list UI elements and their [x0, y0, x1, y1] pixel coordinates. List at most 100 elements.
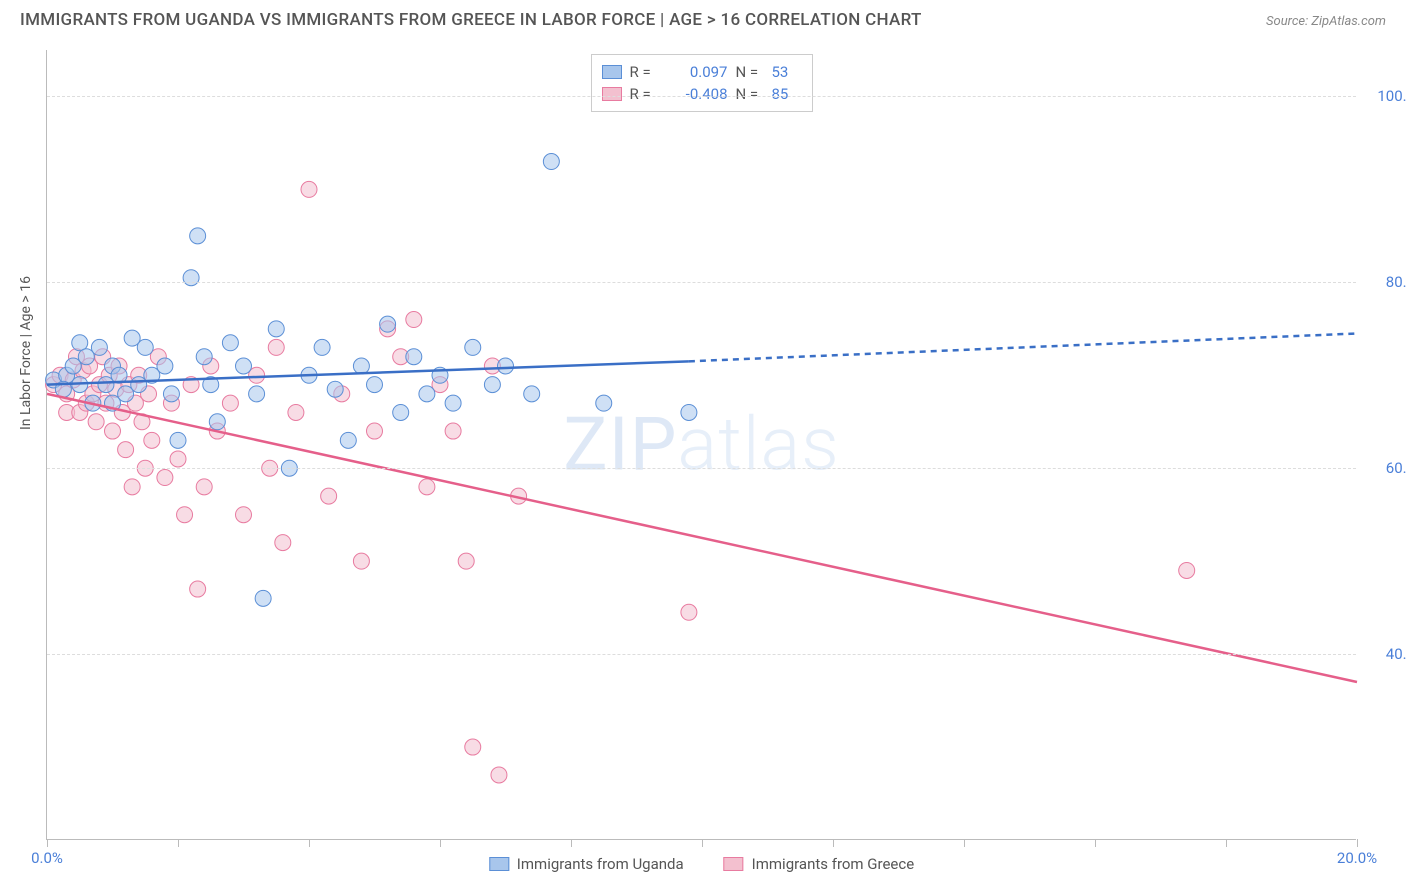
- chart-title: IMMIGRANTS FROM UGANDA VS IMMIGRANTS FRO…: [20, 10, 922, 30]
- data-point: [157, 358, 173, 374]
- n-label: N =: [736, 61, 764, 83]
- x-tick: [571, 839, 572, 847]
- data-point: [327, 381, 343, 397]
- trend-line: [47, 394, 1357, 682]
- x-tick: [440, 839, 441, 847]
- data-point: [1179, 562, 1195, 578]
- data-point: [177, 507, 193, 523]
- data-point: [209, 414, 225, 430]
- chart-svg: [47, 50, 1356, 839]
- data-point: [275, 535, 291, 551]
- data-point: [491, 767, 507, 783]
- data-point: [88, 414, 104, 430]
- data-point: [484, 377, 500, 393]
- data-point: [406, 312, 422, 328]
- chart-plot-area: ZIPatlas R = 0.097 N = 53 R = -0.408 N =…: [46, 50, 1356, 840]
- legend-label-greece: Immigrants from Greece: [752, 855, 915, 873]
- data-point: [321, 488, 337, 504]
- data-point: [163, 386, 179, 402]
- data-point: [465, 339, 481, 355]
- data-point: [124, 479, 140, 495]
- y-tick-label: 40.0%: [1362, 645, 1406, 663]
- data-point: [222, 335, 238, 351]
- data-point: [196, 479, 212, 495]
- data-point: [236, 507, 252, 523]
- data-point: [301, 181, 317, 197]
- data-point: [268, 339, 284, 355]
- trend-line: [689, 333, 1357, 361]
- correlation-legend: R = 0.097 N = 53 R = -0.408 N = 85: [591, 54, 813, 112]
- data-point: [367, 377, 383, 393]
- data-point: [288, 404, 304, 420]
- data-point: [445, 423, 461, 439]
- data-point: [170, 432, 186, 448]
- data-point: [196, 349, 212, 365]
- legend-label-uganda: Immigrants from Uganda: [517, 855, 684, 873]
- x-tick: [309, 839, 310, 847]
- y-axis-label: In Labor Force | Age > 16: [18, 276, 34, 430]
- data-point: [406, 349, 422, 365]
- data-point: [543, 154, 559, 170]
- data-point: [190, 581, 206, 597]
- data-point: [170, 451, 186, 467]
- data-point: [340, 432, 356, 448]
- data-point: [222, 395, 238, 411]
- data-point: [157, 470, 173, 486]
- legend-swatch-uganda-icon: [489, 857, 509, 871]
- x-tick: [702, 839, 703, 847]
- data-point: [681, 404, 697, 420]
- gridline: [47, 96, 1356, 97]
- legend-swatch-greece: [602, 87, 622, 101]
- legend-swatch-uganda: [602, 65, 622, 79]
- data-point: [465, 739, 481, 755]
- legend-item-greece: Immigrants from Greece: [724, 855, 915, 873]
- data-point: [380, 316, 396, 332]
- x-tick: [964, 839, 965, 847]
- data-point: [524, 386, 540, 402]
- data-point: [268, 321, 284, 337]
- data-point: [445, 395, 461, 411]
- data-point: [105, 423, 121, 439]
- data-point: [137, 339, 153, 355]
- r-label: R =: [630, 83, 658, 105]
- legend-row-uganda: R = 0.097 N = 53: [602, 61, 798, 83]
- data-point: [458, 553, 474, 569]
- data-point: [419, 386, 435, 402]
- n-value-uganda: 53: [772, 61, 798, 83]
- x-tick-label: 20.0%: [1337, 849, 1377, 867]
- legend-swatch-greece-icon: [724, 857, 744, 871]
- r-label: R =: [630, 61, 658, 83]
- y-tick-label: 80.0%: [1362, 273, 1406, 291]
- gridline: [47, 654, 1356, 655]
- n-value-greece: 85: [772, 83, 798, 105]
- data-point: [393, 404, 409, 420]
- data-point: [118, 442, 134, 458]
- x-tick-label: 0.0%: [31, 849, 63, 867]
- data-point: [419, 479, 435, 495]
- data-point: [255, 590, 271, 606]
- x-tick: [1095, 839, 1096, 847]
- legend-item-uganda: Immigrants from Uganda: [489, 855, 684, 873]
- x-tick: [1226, 839, 1227, 847]
- data-point: [353, 553, 369, 569]
- data-point: [144, 432, 160, 448]
- x-tick: [833, 839, 834, 847]
- series-legend: Immigrants from Uganda Immigrants from G…: [489, 855, 914, 873]
- source-label: Source: ZipAtlas.com: [1266, 14, 1386, 29]
- r-value-uganda: 0.097: [666, 61, 728, 83]
- data-point: [353, 358, 369, 374]
- data-point: [249, 386, 265, 402]
- gridline: [47, 468, 1356, 469]
- data-point: [91, 339, 107, 355]
- data-point: [314, 339, 330, 355]
- r-value-greece: -0.408: [666, 83, 728, 105]
- data-point: [236, 358, 252, 374]
- x-tick: [1357, 839, 1358, 847]
- legend-row-greece: R = -0.408 N = 85: [602, 83, 798, 105]
- n-label: N =: [736, 83, 764, 105]
- gridline: [47, 282, 1356, 283]
- data-point: [367, 423, 383, 439]
- data-point: [498, 358, 514, 374]
- x-tick: [47, 839, 48, 847]
- y-tick-label: 100.0%: [1362, 87, 1406, 105]
